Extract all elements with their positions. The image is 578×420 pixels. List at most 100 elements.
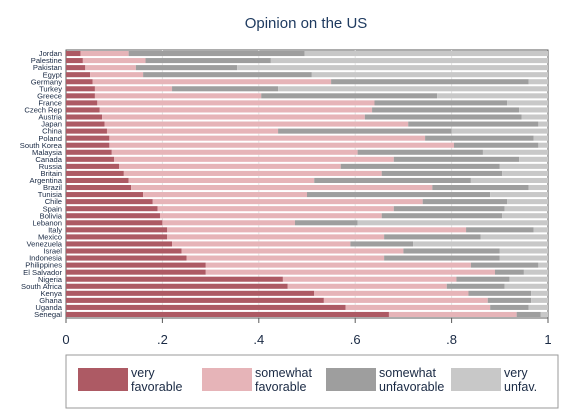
category-label: Ghana: [39, 296, 63, 305]
category-label: Spain: [43, 204, 62, 213]
category-label: El Salvador: [23, 268, 62, 277]
bar-segment: [357, 149, 483, 155]
bar-segment: [159, 213, 382, 219]
bar-segment: [523, 269, 548, 275]
legend-label: somewhat: [255, 366, 312, 380]
category-label: Russia: [39, 162, 63, 171]
category-label: Czech Rep: [24, 106, 62, 115]
bar-segment: [111, 149, 358, 155]
bar-segment: [66, 304, 346, 310]
bar-segment: [432, 184, 529, 191]
bar-segment: [437, 93, 548, 99]
bar-segment: [345, 304, 491, 310]
bar-segment: [516, 311, 541, 318]
category-label: Tunisia: [38, 190, 63, 199]
bar-segment: [482, 149, 548, 155]
bar-segment: [466, 227, 534, 233]
category-label: Philippines: [25, 261, 62, 270]
category-label: Palestine: [31, 56, 62, 65]
bar-segment: [181, 248, 404, 254]
bar-segment: [172, 86, 279, 92]
bar-segment: [521, 114, 548, 120]
bar-segment: [80, 50, 129, 57]
bar-segment: [66, 177, 129, 184]
bar-segment: [350, 241, 414, 247]
bar-segment: [490, 192, 548, 198]
bar-segment: [311, 72, 548, 78]
category-label: Britain: [40, 169, 62, 178]
bar-segment: [509, 276, 548, 282]
bar-segment: [66, 269, 206, 275]
category-label: Egypt: [43, 70, 63, 79]
bar-segment: [66, 220, 163, 226]
bar-segment: [499, 248, 548, 254]
bar-segment: [294, 220, 358, 226]
bar-segment: [66, 142, 110, 148]
bar-segment: [152, 199, 423, 205]
bar-segment: [261, 93, 438, 99]
bar-segment: [85, 65, 136, 71]
bar-segment: [374, 100, 508, 106]
bar-segment: [480, 234, 548, 240]
bar-segment: [109, 142, 455, 148]
chart-title: Opinion on the US: [245, 15, 368, 32]
legend-label: somewhat: [379, 366, 436, 380]
bar-segment: [490, 304, 529, 310]
bar-segment: [66, 184, 132, 191]
bar-segment: [278, 86, 548, 92]
bar-segment: [538, 121, 548, 127]
category-label: Argentina: [29, 176, 62, 185]
category-label: Jordan: [39, 49, 62, 58]
bar-segment: [381, 213, 503, 219]
bar-segment: [92, 79, 332, 85]
bar-segment: [468, 290, 532, 296]
category-label: Senegal: [34, 310, 62, 319]
bar-segment: [451, 128, 548, 134]
bar-segment: [66, 262, 206, 268]
bar-segment: [90, 72, 144, 78]
category-label: Poland: [38, 134, 62, 143]
bar-segment: [304, 50, 548, 57]
bar-segment: [66, 58, 83, 64]
bar-segment: [135, 65, 238, 71]
bar-segment: [538, 262, 548, 268]
legend-swatch: [202, 368, 252, 391]
bar-segment: [323, 297, 488, 303]
category-label: Austria: [38, 113, 62, 122]
category-label: Mexico: [38, 232, 62, 241]
category-label: Brazil: [43, 183, 62, 192]
bar-segment: [66, 170, 124, 176]
bar-segment: [66, 149, 112, 155]
bar-segment: [282, 276, 457, 282]
bar-segment: [131, 184, 433, 191]
bar-segment: [66, 283, 288, 289]
bar-segment: [99, 107, 373, 113]
bar-segment: [172, 241, 351, 247]
bar-segment: [143, 192, 307, 198]
bar-segment: [186, 255, 385, 261]
bar-segment: [157, 206, 394, 212]
bar-segment: [66, 290, 315, 296]
bar-segment: [528, 79, 548, 85]
bar-segment: [66, 107, 100, 113]
bar-segment: [82, 58, 146, 64]
bar-segment: [540, 311, 548, 318]
legend-label: very: [131, 366, 155, 380]
bar-segment: [143, 72, 312, 78]
bars: [66, 50, 549, 318]
bar-segment: [97, 100, 375, 106]
bar-segment: [528, 184, 548, 191]
bar-segment: [145, 58, 271, 64]
bar-segment: [504, 283, 548, 289]
bar-segment: [128, 50, 305, 57]
bar-segment: [167, 227, 467, 233]
bar-segment: [205, 269, 495, 275]
bar-segment: [357, 220, 548, 226]
bar-segment: [119, 163, 341, 169]
bar-segment: [314, 290, 469, 296]
legend-label: very: [504, 366, 528, 380]
bar-segment: [66, 311, 389, 318]
bar-segment: [94, 86, 173, 92]
bar-segment: [470, 177, 548, 184]
bar-segment: [403, 248, 500, 254]
